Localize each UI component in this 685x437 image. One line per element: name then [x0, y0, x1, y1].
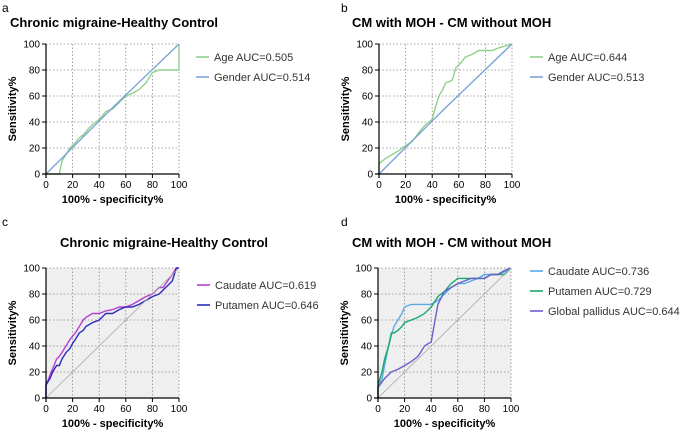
- y-tick-label: 80: [29, 290, 41, 301]
- x-tick-label: 40: [94, 404, 106, 415]
- panel-letter: b: [341, 1, 348, 15]
- x-tick-label: 60: [120, 404, 132, 415]
- legend-label-2: Putamen AUC=0.729: [548, 286, 652, 298]
- x-tick-label: 80: [147, 180, 159, 191]
- legend-label-1: Age AUC=0.505: [214, 52, 293, 64]
- legend-label-2: Gender AUC=0.513: [548, 72, 644, 84]
- panel-title: CM with MOH - CM without MOH: [352, 235, 551, 250]
- y-tick-label: 40: [29, 118, 41, 129]
- legend-label-1: Caudate AUC=0.619: [215, 280, 316, 292]
- y-tick-label: 80: [29, 66, 41, 77]
- y-tick-label: 0: [367, 170, 373, 181]
- legend-label-2: Gender AUC=0.514: [214, 72, 310, 84]
- y-tick-label: 80: [362, 66, 374, 77]
- y-tick-label: 60: [362, 92, 374, 103]
- series-line-3: [377, 267, 512, 398]
- x-tick-label: 40: [426, 404, 438, 415]
- panel-title: Chronic migraine-Healthy Control: [10, 15, 218, 30]
- y-axis-title: Sensitivity%: [339, 300, 351, 365]
- x-tick-label: 60: [452, 404, 464, 415]
- panel-letter: d: [341, 215, 348, 229]
- x-axis-title: 100% - specificity%: [62, 194, 164, 206]
- chart-panel-b: b CM with MOH - CM without MOH 0 20 40 60 80 10…: [340, 1, 644, 206]
- x-tick-label: 0: [43, 404, 49, 415]
- x-tick-label: 0: [43, 180, 49, 191]
- y-tick-label: 40: [361, 342, 373, 353]
- y-tick-label: 100: [23, 40, 40, 51]
- x-tick-label: 0: [375, 404, 381, 415]
- y-tick-label: 0: [366, 394, 372, 405]
- series-line-1: [45, 267, 179, 398]
- legend-label-3: Global pallidus AUC=0.644: [548, 306, 680, 318]
- series-line-2: [45, 43, 180, 175]
- y-tick-label: 0: [34, 394, 40, 405]
- y-tick-label: 20: [29, 368, 41, 379]
- x-tick-label: 20: [67, 180, 79, 191]
- y-tick-label: 60: [29, 316, 41, 327]
- x-axis-title: 100% - specificity%: [395, 194, 497, 206]
- panel-letter: a: [2, 1, 9, 15]
- x-tick-label: 80: [480, 180, 492, 191]
- legend-label-1: Caudate AUC=0.736: [548, 266, 649, 278]
- y-tick-label: 20: [362, 144, 374, 155]
- x-axis-title: 100% - specificity%: [62, 418, 164, 430]
- x-tick-label: 60: [453, 180, 465, 191]
- y-axis-title: Sensitivity%: [7, 76, 19, 141]
- panel-letter: c: [2, 215, 8, 229]
- panel-title: Chronic migraine-Healthy Control: [60, 235, 268, 250]
- chart-panel-d: d CM with MOH - CM without MOH 0 20 40 60 80 10…: [339, 215, 680, 430]
- legend-label-2: Putamen AUC=0.646: [215, 300, 319, 312]
- y-tick-label: 80: [361, 290, 373, 301]
- y-axis-title: Sensitivity%: [7, 300, 19, 365]
- x-tick-label: 80: [479, 404, 491, 415]
- y-tick-label: 100: [355, 264, 372, 275]
- reference-diagonal-line: [377, 267, 512, 399]
- x-tick-label: 100: [503, 404, 520, 415]
- series-line-2: [45, 267, 179, 398]
- y-tick-label: 100: [23, 264, 40, 275]
- x-tick-label: 100: [504, 180, 521, 191]
- panel-title: CM with MOH - CM without MOH: [352, 15, 551, 30]
- x-tick-label: 20: [400, 180, 412, 191]
- y-tick-label: 40: [362, 118, 374, 129]
- legend-label-1: Age AUC=0.644: [548, 52, 627, 64]
- chart-panel-c: c Chronic migraine-Healthy Control 0 20 40 60…: [2, 215, 319, 430]
- y-tick-label: 60: [361, 316, 373, 327]
- reference-diagonal-line: [45, 267, 180, 399]
- series-line-1: [378, 43, 513, 174]
- y-tick-label: 20: [29, 144, 41, 155]
- y-tick-label: 40: [29, 342, 41, 353]
- y-tick-label: 20: [361, 368, 373, 379]
- x-tick-label: 20: [399, 404, 411, 415]
- x-tick-label: 60: [120, 180, 132, 191]
- y-tick-label: 60: [29, 92, 41, 103]
- y-tick-label: 100: [356, 40, 373, 51]
- x-tick-label: 40: [427, 180, 439, 191]
- y-axis-title: Sensitivity%: [340, 76, 352, 141]
- x-tick-label: 0: [376, 180, 382, 191]
- x-tick-label: 100: [171, 180, 188, 191]
- y-tick-label: 0: [34, 170, 40, 181]
- x-tick-label: 80: [147, 404, 159, 415]
- x-tick-label: 100: [171, 404, 188, 415]
- series-line-1: [46, 44, 180, 175]
- x-axis-title: 100% - specificity%: [394, 418, 496, 430]
- x-tick-label: 40: [94, 180, 106, 191]
- x-tick-label: 20: [67, 404, 79, 415]
- series-line-2: [378, 43, 513, 175]
